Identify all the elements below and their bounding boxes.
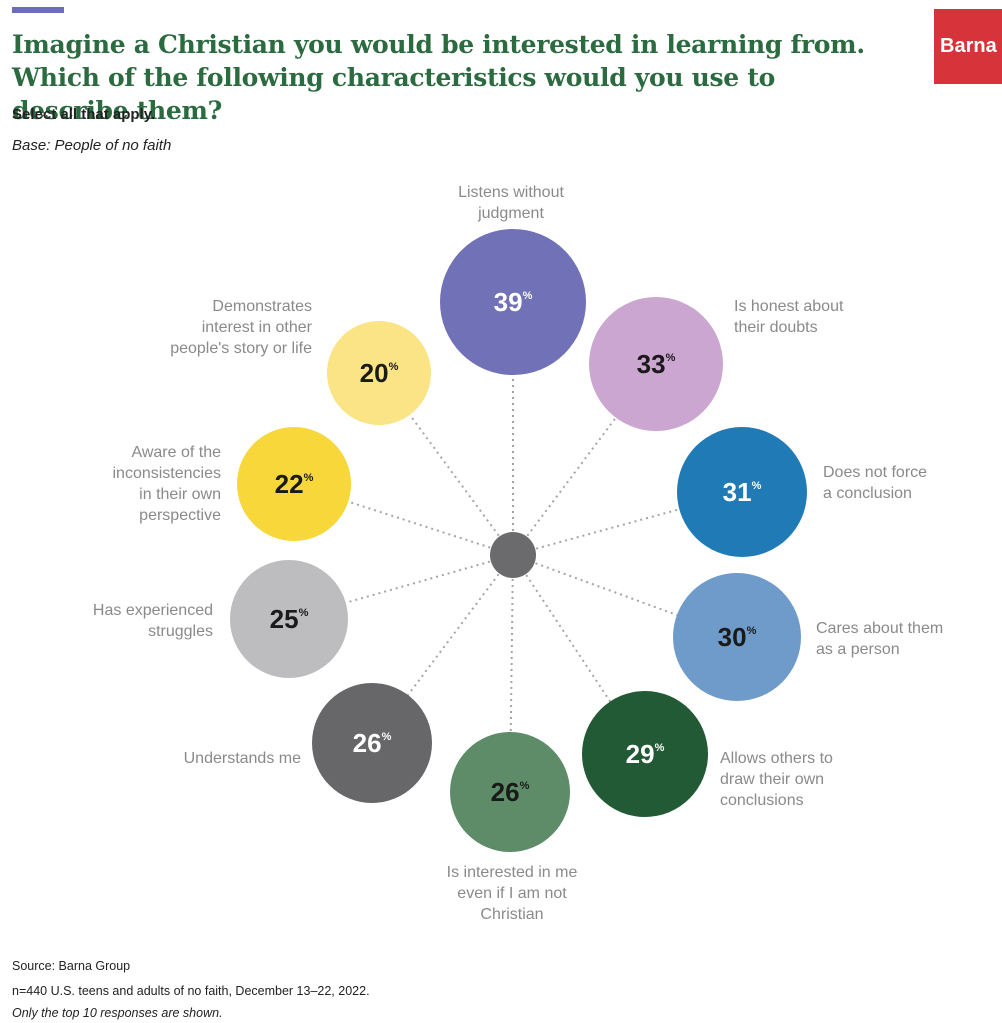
- category-label: Demonstrates interest in other people's st…: [170, 298, 312, 357]
- unit-suffix: %: [304, 472, 314, 484]
- category-label-line: Allows others to: [720, 750, 833, 767]
- category-label: Is interested in me even if I am not Chris…: [447, 864, 578, 923]
- bubble: [450, 732, 570, 852]
- unit-suffix: %: [382, 731, 392, 743]
- bubble: [582, 691, 708, 817]
- category-label-line: even if I am not: [457, 885, 567, 902]
- source-note: Source: Barna Group: [12, 959, 131, 973]
- category-label: Cares about them as a person: [816, 620, 943, 658]
- connector-line: [378, 372, 514, 556]
- bubble: [440, 229, 586, 375]
- category-label-line: Listens without: [458, 184, 564, 201]
- category-label-line: Aware of the: [131, 444, 221, 461]
- sample-note: n=440 U.S. teens and adults of no faith,…: [12, 984, 370, 998]
- unit-suffix: %: [747, 625, 757, 637]
- category-label-line: as a person: [816, 641, 900, 658]
- category-label-line: in their own: [139, 486, 221, 503]
- responses-note: Only the top 10 responses are shown.: [12, 1006, 223, 1020]
- category-label-line: interest in other: [202, 319, 313, 336]
- category-label-line: a conclusion: [823, 485, 912, 502]
- category-label-line: Christian: [480, 906, 543, 923]
- category-label: Listens without judgment: [458, 184, 564, 222]
- unit-suffix: %: [752, 480, 762, 492]
- bubble: [237, 427, 351, 541]
- category-label-line: conclusions: [720, 792, 804, 809]
- category-label: Is honest about their doubts: [734, 298, 844, 336]
- category-label-line: Is honest about: [734, 298, 844, 315]
- bubble: [589, 297, 723, 431]
- category-label-line: inconsistencies: [113, 465, 222, 482]
- category-label-line: people's story or life: [170, 340, 312, 357]
- category-label-line: draw their own: [720, 771, 824, 788]
- unit-suffix: %: [299, 607, 309, 619]
- unit-suffix: %: [655, 742, 665, 754]
- bubble: [327, 321, 431, 425]
- unit-suffix: %: [389, 361, 399, 373]
- unit-suffix: %: [520, 780, 530, 792]
- center-hub: [490, 532, 536, 578]
- category-label: Aware of the inconsistencies in their own p…: [113, 444, 222, 524]
- bubble: [312, 683, 432, 803]
- category-label-line: Demonstrates: [212, 298, 312, 315]
- chart-title: Imagine a Christian you would be interes…: [12, 30, 865, 125]
- unit-suffix: %: [666, 352, 676, 364]
- connector-line: [293, 483, 514, 556]
- chart-subtitle: Select all that apply.: [12, 106, 156, 123]
- category-label-line: struggles: [148, 623, 213, 640]
- barna-logo: Barna: [934, 9, 1002, 84]
- category-label: Has experienced struggles: [93, 602, 213, 640]
- category-label-line: Is interested in me: [447, 864, 578, 881]
- base-note: Base: People of no faith: [12, 137, 172, 154]
- bubble: [673, 573, 801, 701]
- category-label: Allows others to draw their own conclusion…: [720, 750, 833, 809]
- category-label-line: perspective: [139, 507, 221, 524]
- unit-suffix: %: [523, 290, 533, 302]
- category-label-line: judgment: [477, 205, 544, 222]
- category-label-line: Understands me: [184, 750, 301, 767]
- category-label-line: Cares about them: [816, 620, 943, 637]
- bubble: [230, 560, 348, 678]
- category-label-line: their doubts: [734, 319, 818, 336]
- bubble: [677, 427, 807, 557]
- category-label-line: Does not force: [823, 464, 927, 481]
- category-label: Understands me: [184, 750, 301, 767]
- category-label-line: Has experienced: [93, 602, 213, 619]
- category-label: Does not force a conclusion: [823, 464, 927, 502]
- accent-bar: [12, 7, 64, 13]
